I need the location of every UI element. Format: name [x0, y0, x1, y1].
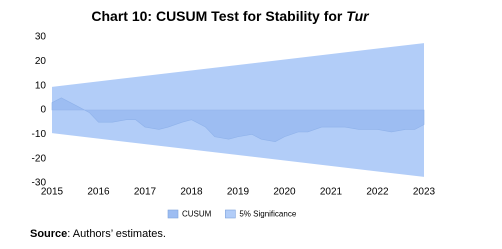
x-tick-label: 2021: [320, 187, 343, 198]
x-tick-label: 2016: [87, 187, 110, 198]
legend-swatch: [225, 209, 236, 219]
title-text: Chart 10: CUSUM Test for Stability for: [91, 8, 346, 24]
legend-swatch: [167, 209, 179, 219]
source: Source: Authors’ estimates.: [30, 228, 166, 240]
y-tick-label: 0: [40, 105, 46, 116]
x-tick-label: 2018: [180, 187, 203, 198]
y-tick-label: -10: [32, 129, 47, 140]
x-tick-label: 2020: [273, 187, 296, 198]
chart-title: Chart 10: CUSUM Test for Stability for T…: [91, 8, 370, 24]
legend-label: CUSUM: [182, 210, 212, 219]
y-tick-label: 10: [35, 80, 47, 91]
cusum-area: [51, 97, 425, 142]
title-italic: Tur: [346, 8, 370, 24]
legend-label: 5% Significance: [239, 210, 296, 219]
source-text: : Authors’ estimates.: [67, 228, 166, 240]
y-tick-label: 30: [35, 32, 47, 43]
source-label: Source: [30, 228, 67, 240]
y-tick-label: -20: [32, 153, 47, 164]
y-tick-label: 20: [35, 56, 47, 67]
y-tick-label: -30: [32, 178, 47, 189]
x-tick-label: 2019: [227, 187, 250, 198]
x-tick-label: 2023: [413, 187, 436, 198]
x-tick-label: 2022: [366, 187, 389, 198]
x-tick-label: 2015: [41, 187, 64, 198]
x-tick-label: 2017: [134, 187, 157, 198]
